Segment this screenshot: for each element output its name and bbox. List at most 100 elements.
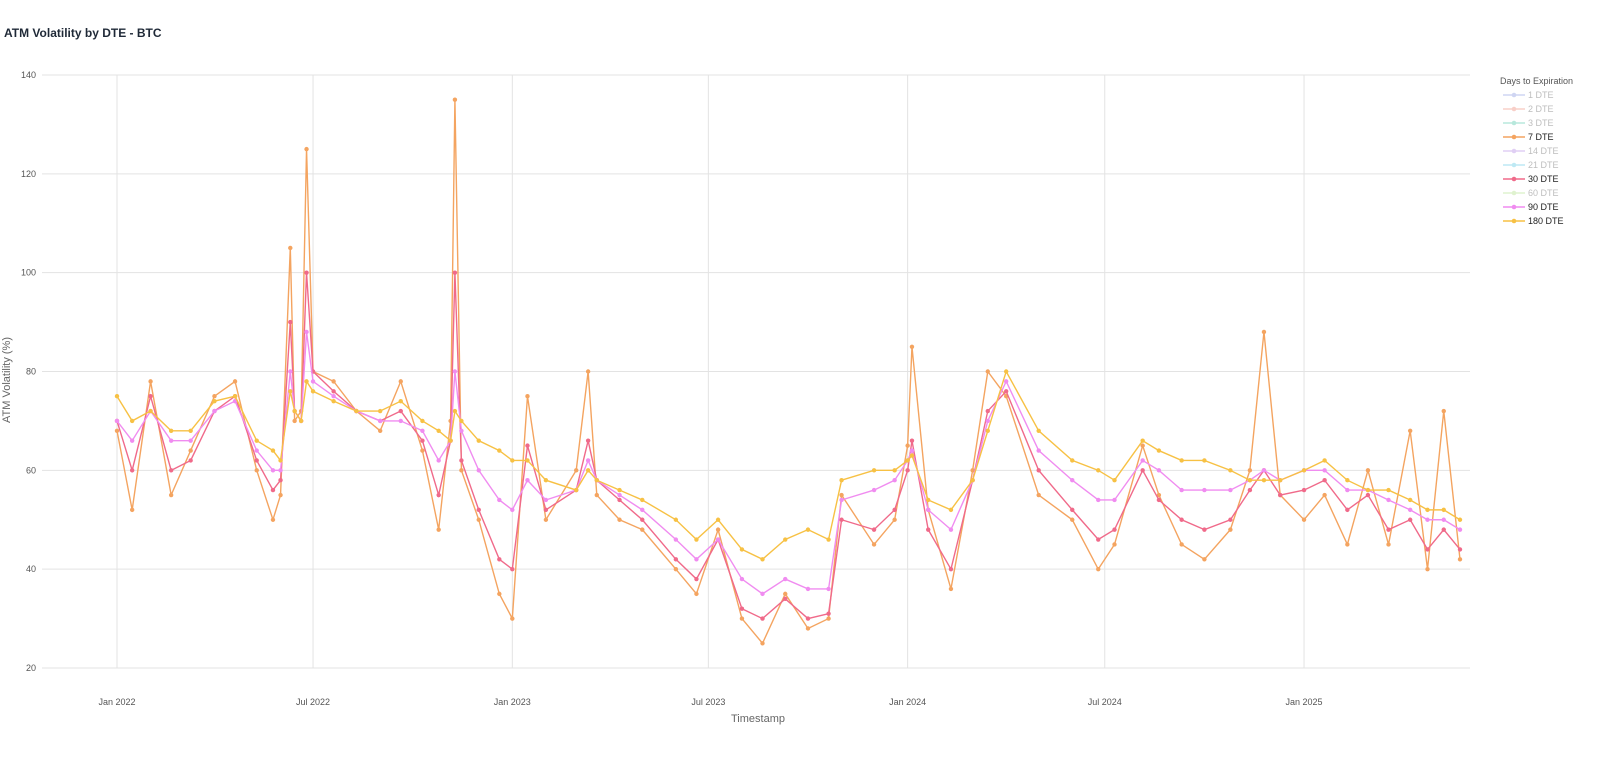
data-point — [1036, 492, 1041, 498]
y-tick-label: 40 — [26, 564, 36, 574]
data-point — [188, 448, 193, 453]
data-point — [1156, 497, 1162, 503]
data-point — [448, 438, 453, 443]
data-point — [826, 586, 831, 592]
data-point — [1003, 389, 1009, 394]
data-point — [948, 527, 954, 532]
legend-item[interactable]: 180 DTE — [1503, 216, 1564, 226]
data-point — [617, 487, 622, 493]
series-180-dte — [114, 369, 1463, 562]
data-point — [585, 458, 591, 463]
legend[interactable]: Days to Expiration 1 DTE 2 DTE 3 DTE 7 DTE 1… — [1500, 76, 1573, 226]
data-point — [459, 468, 464, 473]
data-point — [617, 517, 622, 522]
data-point — [1228, 487, 1233, 493]
data-point — [640, 527, 645, 532]
data-point — [694, 537, 699, 542]
legend-swatch-marker — [1511, 190, 1517, 196]
data-point — [739, 547, 745, 552]
legend-item[interactable]: 7 DTE — [1503, 132, 1554, 142]
data-point — [1096, 566, 1101, 572]
data-point — [1140, 443, 1145, 448]
data-point — [760, 616, 765, 621]
data-point — [1386, 487, 1391, 493]
data-point — [288, 389, 293, 394]
data-point — [1070, 507, 1075, 513]
data-point — [640, 517, 645, 522]
data-point — [760, 557, 765, 562]
data-point — [574, 487, 579, 493]
data-point — [694, 576, 699, 582]
data-point — [926, 507, 931, 513]
data-point — [232, 394, 238, 399]
data-point — [1407, 507, 1413, 513]
data-point — [839, 492, 844, 498]
data-point — [985, 408, 990, 414]
data-point — [288, 369, 293, 374]
grid — [42, 74, 1470, 669]
data-point — [525, 478, 530, 483]
data-point — [783, 576, 788, 582]
legend-swatch-marker — [1511, 134, 1517, 140]
legend-swatch-marker — [1511, 218, 1517, 224]
data-point — [188, 438, 193, 443]
data-point — [254, 458, 259, 463]
data-point — [970, 478, 975, 483]
data-point — [905, 458, 910, 463]
legend-item[interactable]: 14 DTE — [1503, 146, 1559, 156]
data-point — [476, 517, 481, 522]
chart-title: ATM Volatility by DTE - BTC — [4, 26, 162, 40]
legend-item[interactable]: 21 DTE — [1503, 160, 1559, 170]
data-point — [288, 319, 293, 325]
legend-item[interactable]: 2 DTE — [1503, 104, 1554, 114]
y-tick-label: 20 — [26, 663, 36, 673]
data-point — [1112, 542, 1117, 547]
data-point — [1036, 428, 1041, 433]
data-point — [594, 492, 599, 498]
data-point — [1202, 527, 1207, 532]
data-point — [1202, 487, 1207, 493]
data-point — [420, 418, 425, 424]
data-point — [459, 418, 464, 424]
data-point — [1228, 468, 1233, 473]
data-point — [270, 448, 276, 453]
x-tick-label: Jul 2022 — [296, 697, 330, 707]
data-point — [1179, 458, 1184, 463]
data-point — [1179, 517, 1184, 522]
data-point — [926, 497, 931, 503]
data-point — [1156, 448, 1162, 453]
data-point — [1112, 478, 1117, 483]
data-point — [452, 408, 458, 414]
data-point — [278, 458, 283, 463]
data-point — [1228, 527, 1233, 532]
data-point — [1457, 557, 1463, 562]
data-point — [1096, 537, 1101, 542]
x-tick-label: Jan 2022 — [98, 697, 135, 707]
data-point — [168, 468, 174, 473]
data-point — [377, 428, 383, 433]
data-point — [673, 566, 679, 572]
legend-item[interactable]: 60 DTE — [1503, 188, 1559, 198]
data-point — [1096, 497, 1101, 503]
data-point — [476, 438, 481, 443]
data-point — [585, 468, 591, 473]
data-point — [1036, 448, 1041, 453]
data-point — [304, 379, 309, 384]
legend-item[interactable]: 1 DTE — [1503, 90, 1554, 100]
data-point — [826, 611, 831, 616]
data-point — [1345, 507, 1350, 513]
data-point — [525, 458, 530, 463]
data-point — [1070, 478, 1075, 483]
data-point — [476, 468, 481, 473]
legend-item[interactable]: 90 DTE — [1503, 202, 1559, 212]
data-point — [760, 591, 765, 597]
y-tick-label: 120 — [21, 169, 36, 179]
y-axis-ticks: 20 40 60 80 100 120 140 — [21, 70, 36, 673]
legend-item[interactable]: 30 DTE — [1503, 174, 1559, 184]
data-point — [1140, 468, 1145, 473]
legend-item[interactable]: 3 DTE — [1503, 118, 1554, 128]
data-point — [270, 487, 276, 493]
legend-title: Days to Expiration — [1500, 76, 1573, 86]
data-point — [232, 379, 238, 384]
data-point — [1322, 478, 1327, 483]
